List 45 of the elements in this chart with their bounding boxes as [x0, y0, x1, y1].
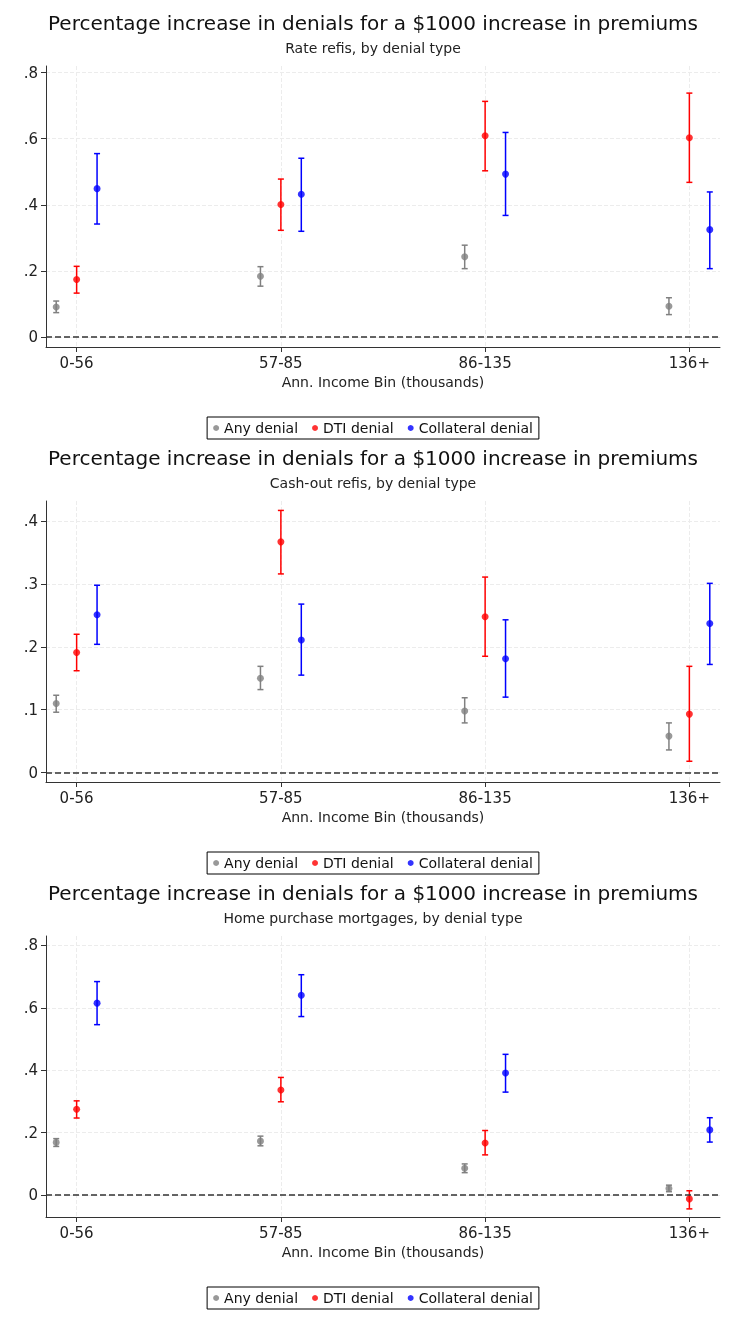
y-tick-label: .4: [23, 195, 38, 214]
x-tick-label: 136+: [668, 1223, 710, 1242]
y-tick-label: .2: [23, 637, 38, 656]
y-tick-label: .4: [23, 1061, 38, 1080]
chart-title: Percentage increase in denials for a $1000 increase in premiums: [47, 881, 699, 905]
y-tick-label: .6: [23, 998, 38, 1017]
chart-title: Percentage increase in denials for a $1000 increase in premiums: [47, 446, 699, 470]
x-tick-label: 0-56: [59, 353, 94, 372]
y-tick-label: .2: [23, 1123, 38, 1142]
chart-subtitle: Cash-out refis, by denial type: [269, 475, 477, 491]
legend-label: DTI denial: [323, 855, 394, 871]
x-tick-label: 0-56: [59, 1223, 94, 1242]
legend-label: Collateral denial: [418, 1290, 533, 1306]
x-tick-label: 57-85: [259, 1223, 303, 1242]
legend-label: DTI denial: [323, 1290, 394, 1306]
y-tick-label: .8: [23, 936, 38, 955]
y-tick-label: .4: [23, 512, 38, 531]
legend-label: Collateral denial: [418, 420, 533, 436]
y-tick-label: .8: [23, 63, 38, 82]
y-tick-label: 0: [28, 763, 38, 782]
legend-label: Collateral denial: [418, 855, 533, 871]
y-tick-label: 0: [28, 1186, 38, 1205]
x-tick-label: 136+: [668, 353, 710, 372]
x-axis-title: Ann. Income Bin (thousands): [281, 809, 485, 825]
y-tick-label: .3: [23, 574, 38, 593]
y-tick-label: .2: [23, 261, 38, 280]
legend-label: Any denial: [224, 420, 299, 436]
x-tick-label: 57-85: [259, 788, 303, 807]
chart-subtitle: Rate refis, by denial type: [285, 40, 461, 56]
x-tick-label: 86-135: [458, 1223, 512, 1242]
y-tick-label: .1: [23, 700, 38, 719]
chart-subtitle: Home purchase mortgages, by denial type: [223, 910, 523, 926]
x-tick-label: 0-56: [59, 788, 94, 807]
legend-label: Any denial: [224, 855, 299, 871]
x-axis-title: Ann. Income Bin (thousands): [281, 1244, 485, 1260]
y-tick-label: .6: [23, 129, 38, 148]
x-tick-label: 86-135: [458, 788, 512, 807]
y-tick-label: 0: [28, 328, 38, 347]
legend-label: DTI denial: [323, 420, 394, 436]
x-tick-label: 136+: [668, 788, 710, 807]
legend-label: Any denial: [224, 1290, 299, 1306]
x-tick-label: 86-135: [458, 353, 512, 372]
chart-title: Percentage increase in denials for a $1000 increase in premiums: [47, 11, 699, 35]
x-axis-title: Ann. Income Bin (thousands): [281, 374, 485, 390]
x-tick-label: 57-85: [259, 353, 303, 372]
